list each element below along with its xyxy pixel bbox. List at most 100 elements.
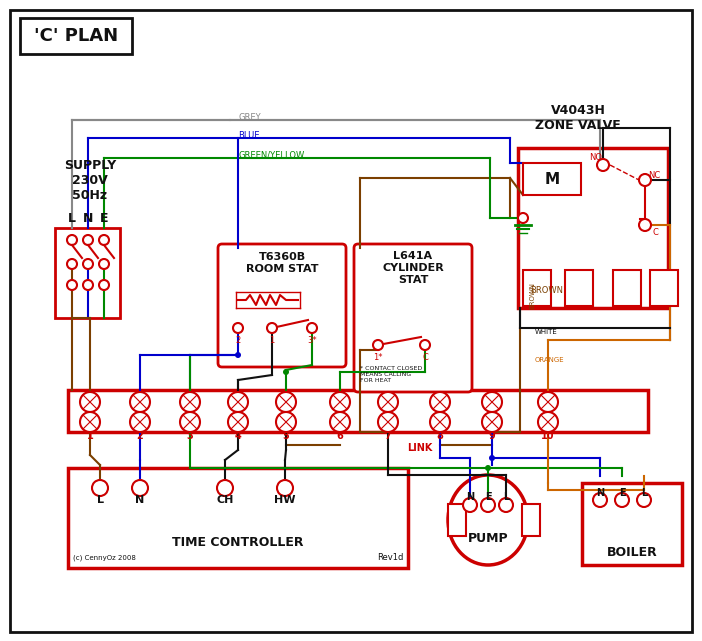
- Circle shape: [518, 213, 528, 223]
- Text: N: N: [466, 492, 474, 502]
- Text: 1: 1: [270, 335, 274, 344]
- FancyBboxPatch shape: [650, 270, 678, 306]
- Circle shape: [92, 480, 108, 496]
- Circle shape: [538, 392, 558, 412]
- Circle shape: [233, 323, 243, 333]
- Text: T6360B
ROOM STAT: T6360B ROOM STAT: [246, 252, 318, 274]
- Text: E: E: [484, 492, 491, 502]
- Text: CH: CH: [216, 495, 234, 505]
- Circle shape: [267, 323, 277, 333]
- Text: 6: 6: [337, 431, 343, 441]
- Text: PUMP: PUMP: [468, 531, 508, 544]
- Circle shape: [430, 412, 450, 432]
- Text: L: L: [68, 212, 76, 224]
- Text: 5: 5: [283, 431, 289, 441]
- Text: 1*: 1*: [373, 353, 383, 362]
- FancyBboxPatch shape: [523, 270, 551, 306]
- Circle shape: [228, 412, 248, 432]
- FancyBboxPatch shape: [613, 270, 641, 306]
- FancyBboxPatch shape: [565, 270, 593, 306]
- Text: WHITE: WHITE: [535, 329, 558, 335]
- Circle shape: [180, 412, 200, 432]
- Circle shape: [228, 392, 248, 412]
- FancyBboxPatch shape: [10, 10, 692, 632]
- Text: 2: 2: [137, 431, 143, 441]
- FancyBboxPatch shape: [218, 244, 346, 367]
- Circle shape: [615, 493, 629, 507]
- Text: C: C: [652, 228, 658, 237]
- Circle shape: [593, 493, 607, 507]
- Circle shape: [482, 392, 502, 412]
- Text: 9: 9: [489, 431, 496, 441]
- Text: SUPPLY: SUPPLY: [64, 158, 116, 172]
- Text: L641A
CYLINDER
STAT: L641A CYLINDER STAT: [382, 251, 444, 285]
- Text: (c) CennyOz 2008: (c) CennyOz 2008: [73, 554, 136, 562]
- Text: 7: 7: [385, 431, 392, 441]
- Text: HW: HW: [274, 495, 296, 505]
- FancyBboxPatch shape: [68, 468, 408, 568]
- Circle shape: [489, 455, 495, 461]
- Circle shape: [637, 493, 651, 507]
- Circle shape: [639, 219, 651, 231]
- Circle shape: [538, 412, 558, 432]
- Text: 'C' PLAN: 'C' PLAN: [34, 27, 118, 45]
- FancyBboxPatch shape: [522, 504, 540, 536]
- Ellipse shape: [448, 475, 528, 565]
- Text: LINK: LINK: [407, 443, 432, 453]
- Circle shape: [277, 480, 293, 496]
- Text: L: L: [503, 492, 509, 502]
- Circle shape: [373, 340, 383, 350]
- Text: GREY: GREY: [238, 113, 260, 122]
- Circle shape: [130, 392, 150, 412]
- Text: N: N: [596, 488, 604, 498]
- Circle shape: [430, 392, 450, 412]
- Circle shape: [80, 412, 100, 432]
- Text: NO: NO: [590, 153, 602, 162]
- Text: * CONTACT CLOSED
MEANS CALLING
FOR HEAT: * CONTACT CLOSED MEANS CALLING FOR HEAT: [360, 367, 422, 383]
- Circle shape: [99, 235, 109, 245]
- Text: N: N: [83, 212, 93, 224]
- FancyBboxPatch shape: [523, 163, 581, 195]
- Text: 230V: 230V: [72, 174, 108, 187]
- Text: BLUE: BLUE: [238, 131, 260, 140]
- Circle shape: [330, 392, 350, 412]
- Circle shape: [330, 412, 350, 432]
- Circle shape: [639, 174, 651, 186]
- FancyBboxPatch shape: [55, 228, 120, 318]
- Circle shape: [378, 412, 398, 432]
- Circle shape: [83, 235, 93, 245]
- Circle shape: [83, 259, 93, 269]
- Circle shape: [499, 498, 513, 512]
- Text: 4: 4: [234, 431, 241, 441]
- Text: 2: 2: [235, 335, 241, 344]
- Circle shape: [420, 340, 430, 350]
- Text: BOILER: BOILER: [607, 547, 657, 560]
- Text: 3: 3: [187, 431, 193, 441]
- FancyBboxPatch shape: [354, 244, 472, 392]
- Text: TIME CONTROLLER: TIME CONTROLLER: [172, 537, 304, 549]
- Circle shape: [378, 392, 398, 412]
- Text: L: L: [641, 488, 647, 498]
- Circle shape: [481, 498, 495, 512]
- Text: NC: NC: [648, 171, 660, 179]
- Text: V4043H
ZONE VALVE: V4043H ZONE VALVE: [535, 104, 621, 132]
- Circle shape: [83, 280, 93, 290]
- Text: N: N: [135, 495, 145, 505]
- Circle shape: [67, 280, 77, 290]
- Circle shape: [235, 352, 241, 358]
- Text: 10: 10: [541, 431, 555, 441]
- Circle shape: [283, 369, 289, 375]
- Circle shape: [130, 412, 150, 432]
- Text: 1: 1: [86, 431, 93, 441]
- Text: E: E: [618, 488, 625, 498]
- Text: Rev1d: Rev1d: [377, 553, 403, 563]
- Text: ORANGE: ORANGE: [535, 357, 564, 363]
- FancyBboxPatch shape: [582, 483, 682, 565]
- FancyBboxPatch shape: [448, 504, 466, 536]
- Circle shape: [597, 159, 609, 171]
- Text: M: M: [545, 172, 559, 187]
- FancyBboxPatch shape: [68, 390, 648, 432]
- Circle shape: [132, 480, 148, 496]
- Text: BROWN: BROWN: [529, 281, 535, 308]
- Text: BROWN: BROWN: [530, 285, 563, 294]
